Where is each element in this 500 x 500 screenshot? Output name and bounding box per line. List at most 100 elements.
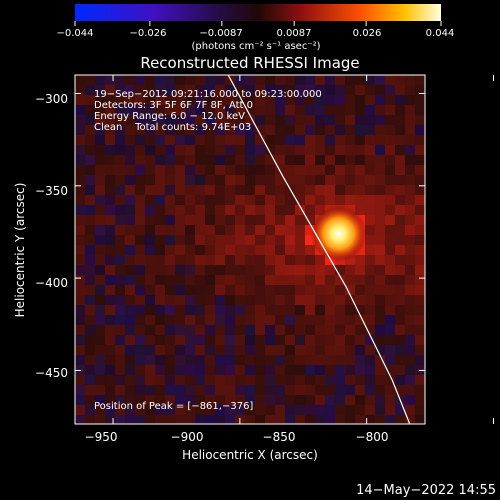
- heatmap-cell: [415, 155, 425, 165]
- heatmap-cell: [245, 235, 255, 245]
- heatmap-cell: [205, 245, 215, 255]
- heatmap-cell: [325, 85, 335, 95]
- heatmap-cell: [215, 275, 225, 285]
- heatmap-cell: [105, 355, 115, 365]
- heatmap-cell: [235, 155, 245, 165]
- heatmap-cell: [305, 285, 315, 295]
- heatmap-cell: [325, 95, 335, 105]
- heatmap-cell: [175, 215, 185, 225]
- heatmap-cell: [125, 175, 135, 185]
- heatmap-cell: [315, 415, 325, 424]
- heatmap-cell: [405, 185, 415, 195]
- colorbar-tick-label-3: 0.0087: [277, 28, 312, 39]
- heatmap-cell: [295, 85, 305, 95]
- heatmap-cell: [375, 185, 385, 195]
- heatmap-cell: [75, 315, 85, 325]
- heatmap-cell: [355, 315, 365, 325]
- heatmap-cell: [375, 195, 385, 205]
- heatmap-cell: [145, 145, 155, 155]
- heatmap-cell: [285, 315, 295, 325]
- heatmap-cell: [185, 205, 195, 215]
- heatmap-cell: [255, 215, 265, 225]
- heatmap-cell: [335, 155, 345, 165]
- heatmap-cell: [285, 135, 295, 145]
- heatmap-cell: [405, 165, 415, 175]
- heatmap-cell: [135, 355, 145, 365]
- heatmap-cell: [385, 235, 395, 245]
- heatmap-cell: [345, 325, 355, 335]
- heatmap-cell: [95, 385, 105, 395]
- heatmap-cell: [305, 295, 315, 305]
- heatmap-cell: [225, 295, 235, 305]
- heatmap-cell: [155, 155, 165, 165]
- heatmap-cell: [405, 305, 415, 315]
- heatmap-cell: [245, 295, 255, 305]
- heatmap-cell: [125, 265, 135, 275]
- heatmap-cell: [85, 85, 95, 95]
- heatmap-cell: [315, 285, 325, 295]
- heatmap-cell: [75, 95, 85, 105]
- heatmap-cell: [245, 195, 255, 205]
- heatmap-cell: [265, 225, 275, 235]
- heatmap-cell: [115, 365, 125, 375]
- heatmap-cell: [345, 315, 355, 325]
- heatmap-cell: [165, 375, 175, 385]
- heatmap-cell: [155, 305, 165, 315]
- heatmap-cell: [165, 315, 175, 325]
- heatmap-cell: [305, 195, 315, 205]
- heatmap-cell: [85, 205, 95, 215]
- heatmap-cell: [385, 345, 395, 355]
- heatmap-cell: [135, 165, 145, 175]
- heatmap-cell: [345, 285, 355, 295]
- heatmap-cell: [195, 165, 205, 175]
- heatmap-cell: [125, 105, 135, 115]
- heatmap-cell: [415, 105, 425, 115]
- heatmap-cell: [225, 315, 235, 325]
- heatmap-cell: [245, 395, 255, 405]
- heatmap-cell: [315, 395, 325, 405]
- heatmap-cell: [315, 255, 325, 265]
- heatmap-cell: [365, 255, 375, 265]
- heatmap-cell: [105, 185, 115, 195]
- heatmap-cell: [295, 255, 305, 265]
- heatmap-cell: [85, 365, 95, 375]
- heatmap-cell: [365, 155, 375, 165]
- heatmap-cell: [215, 355, 225, 365]
- heatmap-cell: [155, 285, 165, 295]
- heatmap-cell: [265, 75, 275, 85]
- heatmap-cell: [75, 275, 85, 285]
- heatmap-cell: [375, 285, 385, 295]
- heatmap-cell: [245, 285, 255, 295]
- render-timestamp: 14−May−2022 14:55: [356, 483, 496, 498]
- heatmap-cell: [395, 225, 405, 235]
- heatmap-cell: [215, 155, 225, 165]
- heatmap-cell: [395, 95, 405, 105]
- heatmap-cell: [375, 355, 385, 365]
- heatmap-cell: [255, 275, 265, 285]
- heatmap-cell: [375, 125, 385, 135]
- heatmap-cell: [215, 125, 225, 135]
- heatmap-cell: [395, 255, 405, 265]
- heatmap-cell: [255, 245, 265, 255]
- heatmap-cell: [345, 275, 355, 285]
- heatmap-cell: [145, 205, 155, 215]
- heatmap-cell: [305, 175, 315, 185]
- heatmap-cell: [145, 325, 155, 335]
- heatmap-cell: [265, 415, 275, 424]
- heatmap-cell: [175, 325, 185, 335]
- heatmap-cell: [155, 325, 165, 335]
- heatmap-cell: [315, 305, 325, 315]
- heatmap-cell: [215, 295, 225, 305]
- heatmap-cell: [375, 85, 385, 95]
- heatmap-cell: [85, 265, 95, 275]
- heatmap-cell: [145, 195, 155, 205]
- heatmap-cell: [265, 145, 275, 155]
- heatmap-cell: [415, 295, 425, 305]
- heatmap-cell: [255, 175, 265, 185]
- heatmap-cell: [395, 365, 405, 375]
- heatmap-cell: [395, 285, 405, 295]
- heatmap-cell: [385, 165, 395, 175]
- heatmap-cell: [335, 185, 345, 195]
- heatmap-cell: [115, 175, 125, 185]
- heatmap-cell: [165, 215, 175, 225]
